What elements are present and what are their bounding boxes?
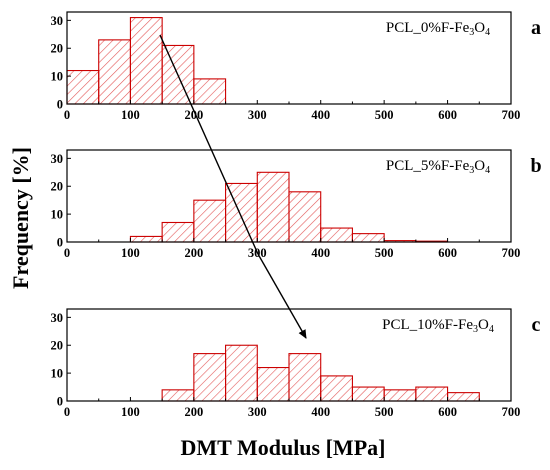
y-tick-label-c-30: 30 <box>51 311 64 325</box>
bar-b-1 <box>161 221 195 243</box>
x-tick-label-c-300: 300 <box>248 405 267 419</box>
y-tick-label-a-10: 10 <box>51 70 64 84</box>
x-tick-label-c-0: 0 <box>64 405 70 419</box>
x-tick-label-c-400: 400 <box>311 405 330 419</box>
x-tick-label-a-0: 0 <box>64 108 70 122</box>
bar-b-6 <box>320 227 353 243</box>
bar-b-0 <box>129 235 163 243</box>
x-tick-label-a-100: 100 <box>121 108 140 122</box>
bar-c-2 <box>225 344 258 402</box>
bar-a-4 <box>193 78 227 105</box>
x-tick-label-b-400: 400 <box>311 246 330 260</box>
panel-letter-b: b <box>530 155 541 177</box>
x-axis-title: DMT Modulus [MPa] <box>181 435 386 460</box>
x-tick-label-a-600: 600 <box>438 108 457 122</box>
panel-b: 01002003004005006007000102030PCL_5%F-Fe3… <box>51 149 542 260</box>
bar-a-0 <box>66 69 100 105</box>
bar-b-4 <box>256 171 290 243</box>
x-tick-label-a-400: 400 <box>311 108 330 122</box>
x-tick-label-a-500: 500 <box>375 108 394 122</box>
trend-arrows <box>159 34 307 339</box>
panel-c: 0 100 200 300 400 500 600 700 0 10 20 30 PCL_10%F-Fe… <box>51 308 541 419</box>
y-axis-title: Frequency [%] <box>8 147 33 289</box>
panel-a: 0 100 200 300 400 500 600 700 0 10 20 30 PCL_0%F-Fe3… <box>51 11 541 122</box>
bar-c-4 <box>288 353 322 402</box>
bar-b-5 <box>288 191 322 243</box>
bar-c-7 <box>383 389 417 402</box>
panel-label-b: PCL_5%F-Fe3O4 <box>386 158 490 176</box>
y-tick-label-b-10: 10 <box>51 208 64 222</box>
x-tick-label-c-100: 100 <box>121 405 140 419</box>
y-tick-label-c-10: 10 <box>51 367 64 381</box>
y-tick-label-a-20: 20 <box>51 42 64 56</box>
bar-c-9 <box>447 392 480 402</box>
x-tick-label-b-100: 100 <box>121 246 140 260</box>
x-tick-label-c-600: 600 <box>438 405 457 419</box>
x-tick-label-c-700: 700 <box>502 405 521 419</box>
panel-letter-a: a <box>531 17 541 39</box>
panel-label-c: PCL_10%F-Fe3O4 <box>382 317 494 335</box>
bar-c-8 <box>415 386 449 402</box>
panel-letter-c: c <box>532 314 541 336</box>
bar-c-5 <box>320 375 353 402</box>
y-tick-label-a-0: 0 <box>57 98 63 112</box>
bar-c-0 <box>161 389 195 402</box>
bar-b-2 <box>193 199 227 243</box>
x-tick-label-a-200: 200 <box>184 108 203 122</box>
bar-c-6 <box>351 386 385 402</box>
x-tick-label-c-500: 500 <box>375 405 394 419</box>
x-tick-label-a-300: 300 <box>248 108 267 122</box>
x-tick-label-c-200: 200 <box>184 405 203 419</box>
x-tick-label-b-700: 700 <box>502 246 521 260</box>
y-tick-label-b-30: 30 <box>51 152 64 166</box>
y-tick-label-b-0: 0 <box>57 236 63 250</box>
bar-c-3 <box>256 366 290 402</box>
bar-c-1 <box>193 353 227 402</box>
x-tick-label-a-700: 700 <box>502 108 521 122</box>
y-tick-label-a-30: 30 <box>51 14 64 28</box>
bar-a-1 <box>98 39 131 105</box>
y-tick-label-c-0: 0 <box>57 395 63 409</box>
x-tick-label-b-500: 500 <box>375 246 394 260</box>
y-tick-label-c-20: 20 <box>51 339 64 353</box>
x-tick-label-b-200: 200 <box>184 246 203 260</box>
trend-arrow-b-to-c <box>257 253 307 339</box>
y-tick-label-b-20: 20 <box>51 180 64 194</box>
panel-label-a: PCL_0%F-Fe3O4 <box>386 20 490 38</box>
x-tick-label-b-0: 0 <box>64 246 70 260</box>
bar-a-2 <box>129 17 163 105</box>
bar-b-7 <box>351 233 385 243</box>
x-tick-label-b-600: 600 <box>438 246 457 260</box>
trend-arrow-a-to-b <box>159 34 259 255</box>
